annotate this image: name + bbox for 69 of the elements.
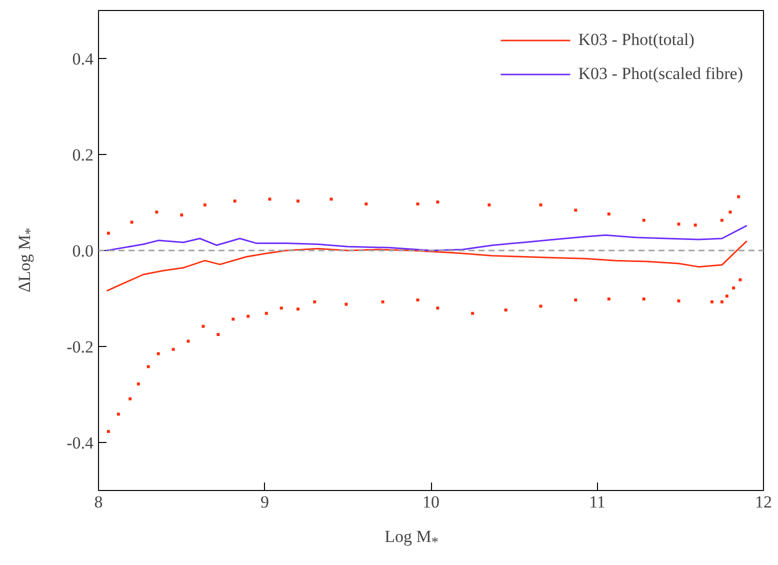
- line-series: [106, 240, 748, 292]
- x-tick-label: 12: [755, 492, 772, 512]
- point: [381, 300, 384, 304]
- point: [116, 412, 120, 416]
- point: [728, 210, 732, 214]
- y-tick-label: 0.4: [72, 50, 94, 68]
- point: [216, 333, 220, 336]
- point: [156, 352, 160, 356]
- point: [607, 212, 610, 216]
- point: [172, 348, 175, 351]
- point: [539, 304, 542, 308]
- x-tick-label: 9: [260, 492, 269, 512]
- point: [574, 208, 578, 212]
- point: [642, 297, 646, 300]
- point: [677, 222, 680, 226]
- point: [694, 224, 697, 227]
- point: [130, 220, 134, 224]
- point: [313, 300, 316, 304]
- y-tick-label: -0.2: [66, 338, 94, 356]
- point: [504, 308, 508, 312]
- point: [720, 300, 724, 304]
- point: [202, 324, 205, 328]
- point: [146, 365, 150, 368]
- point: [574, 298, 578, 302]
- point: [364, 202, 368, 206]
- point: [280, 306, 283, 310]
- point: [106, 232, 110, 235]
- point: [416, 298, 420, 302]
- y-tick-label: 0.2: [72, 146, 94, 164]
- legend-label: K03 - Phot(scaled fibre): [578, 64, 743, 84]
- legend-label: K03 - Phot(total): [578, 30, 694, 50]
- point: [296, 200, 300, 203]
- point: [471, 312, 474, 315]
- y-tick-label: -0.4: [66, 434, 94, 452]
- point: [106, 430, 110, 433]
- point: [344, 302, 348, 306]
- point: [738, 278, 742, 282]
- point: [233, 200, 236, 203]
- line-series: [106, 224, 748, 252]
- point: [488, 203, 491, 206]
- point: [180, 213, 184, 216]
- point: [732, 286, 736, 290]
- point: [136, 382, 140, 386]
- point: [710, 300, 714, 304]
- point: [677, 299, 680, 302]
- point: [436, 200, 440, 204]
- point: [268, 198, 272, 201]
- point: [155, 210, 158, 214]
- point: [725, 294, 728, 298]
- point: [642, 218, 646, 222]
- x-tick-label: 11: [589, 492, 606, 512]
- point: [607, 297, 610, 300]
- point: [246, 314, 250, 318]
- x-tick-label: 8: [94, 492, 103, 512]
- point: [436, 306, 440, 310]
- point: [720, 218, 724, 222]
- y-tick-label: 0.0: [72, 242, 94, 260]
- point: [203, 203, 206, 206]
- point: [539, 203, 542, 206]
- point: [416, 202, 420, 206]
- x-axis-title: Log M$_{*}$: [384, 526, 440, 552]
- point: [330, 198, 333, 201]
- x-tick-label: 10: [422, 492, 440, 512]
- point: [128, 397, 132, 400]
- point: [296, 308, 300, 311]
- point: [264, 312, 268, 315]
- point: [186, 340, 190, 343]
- point: [737, 195, 740, 198]
- point: [232, 318, 235, 321]
